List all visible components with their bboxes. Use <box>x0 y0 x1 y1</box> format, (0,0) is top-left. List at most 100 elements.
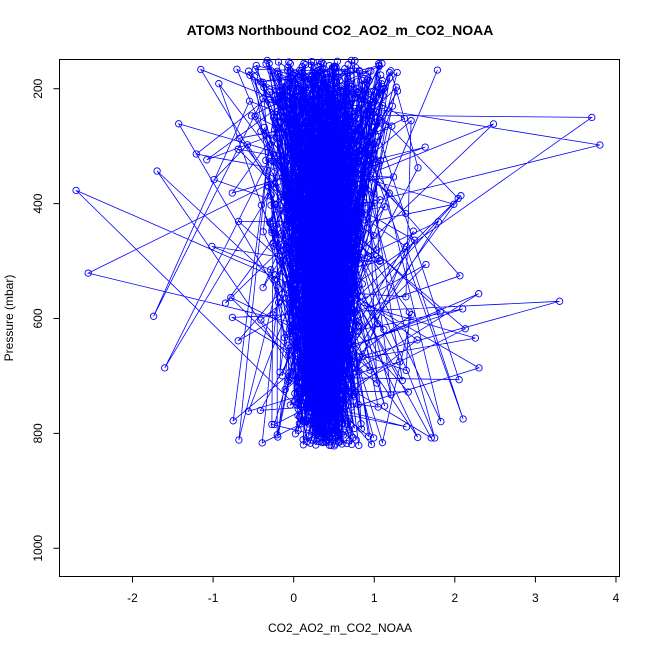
data-point <box>324 198 332 207</box>
data-point <box>149 312 158 320</box>
data-point <box>311 391 320 399</box>
data-point <box>302 356 310 364</box>
data-point <box>266 154 274 162</box>
y-tick-label: 600 <box>31 308 45 328</box>
data-point <box>328 252 336 261</box>
data-point <box>278 372 286 380</box>
data-point <box>265 88 274 96</box>
data-point <box>327 441 335 449</box>
data-point <box>409 227 418 235</box>
data-point <box>269 113 278 122</box>
data-point <box>252 61 260 70</box>
data-point <box>351 164 360 172</box>
data-point <box>297 93 305 101</box>
data-point <box>378 438 387 447</box>
data-point <box>402 423 411 431</box>
data-point <box>318 182 327 190</box>
data-point <box>331 424 339 432</box>
data-point <box>318 155 327 163</box>
data-point <box>347 156 355 164</box>
data-point <box>450 200 458 208</box>
data-point <box>305 153 313 161</box>
data-point <box>297 311 306 320</box>
data-point <box>427 434 435 442</box>
data-point <box>315 310 324 319</box>
data-point <box>288 278 296 286</box>
data-point <box>293 358 301 366</box>
data-point <box>290 207 299 215</box>
data-point <box>317 419 326 427</box>
data-point <box>293 71 301 79</box>
data-point <box>301 75 309 83</box>
data-point <box>294 231 302 239</box>
data-point <box>333 98 341 107</box>
data-point <box>340 92 349 100</box>
data-point <box>286 87 295 95</box>
data-point <box>392 83 400 91</box>
data-point <box>272 271 280 279</box>
data-point <box>353 359 361 367</box>
data-point <box>294 316 302 325</box>
data-point <box>161 364 169 372</box>
data-point <box>326 160 334 168</box>
data-point <box>332 275 340 284</box>
data-point <box>292 269 300 277</box>
data-point <box>283 178 292 187</box>
data-point <box>291 250 299 259</box>
data-point <box>343 69 351 77</box>
data-point <box>360 219 368 227</box>
data-point <box>302 98 310 106</box>
data-point <box>307 356 315 364</box>
data-point <box>414 433 422 442</box>
y-axis-label: Pressure (mbar) <box>2 275 16 362</box>
data-point <box>351 388 360 396</box>
data-point <box>300 103 308 111</box>
data-point <box>310 359 318 368</box>
data-point <box>287 270 296 278</box>
data-point <box>250 73 259 81</box>
data-point <box>313 402 322 411</box>
data-point <box>322 220 330 228</box>
data-point <box>367 88 376 96</box>
data-point <box>340 346 348 354</box>
data-point <box>370 140 378 148</box>
data-point <box>311 177 319 185</box>
data-point <box>354 322 362 330</box>
data-point <box>310 210 318 218</box>
data-point <box>291 195 299 203</box>
data-point <box>313 160 321 168</box>
data-point <box>345 283 353 291</box>
data-point <box>279 246 288 254</box>
data-point <box>340 88 348 96</box>
data-point <box>291 98 299 107</box>
data-point <box>376 84 384 93</box>
data-point <box>319 114 327 122</box>
data-point <box>329 292 337 301</box>
data-point <box>304 109 312 117</box>
data-point <box>351 227 359 235</box>
data-point <box>268 228 276 237</box>
data-point <box>402 293 410 301</box>
data-point <box>286 401 294 409</box>
data-point <box>280 106 288 115</box>
data-point <box>285 351 293 359</box>
data-point <box>354 156 363 165</box>
data-point <box>290 177 299 185</box>
data-point <box>596 141 604 149</box>
data-point <box>306 354 315 363</box>
data-point <box>336 104 344 112</box>
data-point <box>359 181 367 189</box>
data-point <box>421 143 429 151</box>
data-point <box>335 357 343 365</box>
data-point <box>319 60 327 68</box>
data-point <box>370 434 378 442</box>
data-point <box>346 141 355 150</box>
data-point <box>385 74 394 82</box>
data-point <box>296 78 304 86</box>
data-point <box>263 56 271 65</box>
data-point <box>321 292 329 300</box>
data-point <box>277 93 285 101</box>
data-point <box>357 130 365 138</box>
data-point <box>313 304 321 312</box>
data-point <box>364 252 372 260</box>
